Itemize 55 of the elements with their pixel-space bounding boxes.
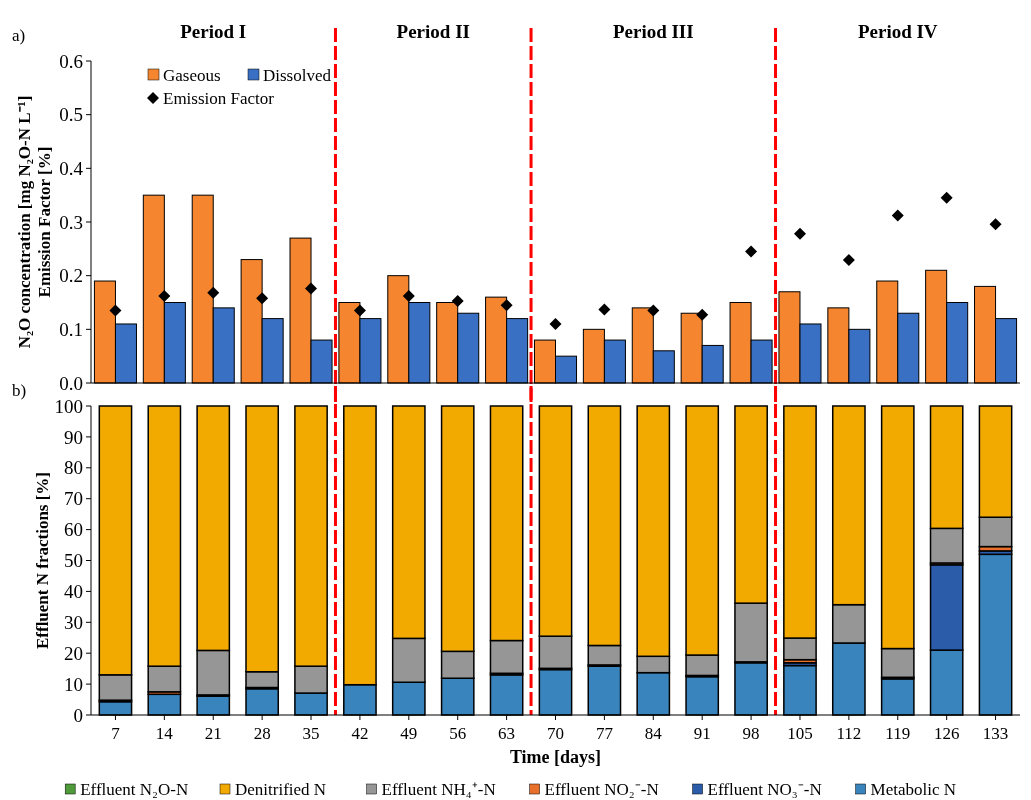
y-axis-title: N₂O concentration [mg N₂O-N L⁻¹] Emission Factor [%] xyxy=(15,95,54,349)
chart-title: b) xyxy=(12,381,27,400)
y-tick-label: 0 xyxy=(73,704,83,726)
x-tick-label: 7 xyxy=(111,724,121,743)
y-tick-label: 90 xyxy=(64,426,83,448)
x-tick-label: 105 xyxy=(787,724,813,743)
y-tick-label: 10 xyxy=(64,673,83,695)
x-tick-label: 63 xyxy=(498,724,516,743)
x-axis-title: Time [days] xyxy=(509,747,602,767)
legend-label: Effluent N₂O-N xyxy=(80,779,189,799)
x-tick-label: 133 xyxy=(982,724,1009,743)
y-tick-label: 0.2 xyxy=(59,265,83,287)
y-tick-label: 30 xyxy=(64,611,83,633)
x-tick-label: 112 xyxy=(836,724,862,743)
x-tick-label: 42 xyxy=(351,724,369,743)
legend-label: Effluent NH₄⁺-N xyxy=(381,779,496,799)
x-tick-label: 70 xyxy=(547,724,564,743)
y-tick-label: 40 xyxy=(64,581,83,603)
legend-label: Denitrified N xyxy=(235,779,327,799)
y-tick-label: 60 xyxy=(64,519,83,541)
x-tick-label: 35 xyxy=(302,724,320,743)
x-tick-label: 91 xyxy=(693,724,711,743)
x-tick-label: 21 xyxy=(204,724,222,743)
legend-label: Effluent NO₂⁻-N xyxy=(544,779,659,799)
text: Period IV xyxy=(857,21,938,42)
legend-label: Effluent NO₃⁻-N xyxy=(707,779,822,799)
x-tick-label: 119 xyxy=(885,724,911,743)
legend-label: Gaseous xyxy=(163,65,221,85)
y-tick-label: 0.1 xyxy=(59,318,83,340)
x-tick-label: 56 xyxy=(449,724,467,743)
y-axis-title: Effluent N fractions [%] xyxy=(33,471,52,650)
y-tick-label: 70 xyxy=(64,488,83,510)
y-tick-label: 0.4 xyxy=(59,157,84,179)
x-tick-label: 77 xyxy=(595,724,614,743)
y-tick-label: 0.0 xyxy=(59,372,83,394)
y-tick-label: 100 xyxy=(54,395,83,417)
y-tick-label: 0.6 xyxy=(59,50,83,72)
legend-label: Emission Factor xyxy=(163,88,275,108)
x-tick-label: 28 xyxy=(253,724,271,743)
chart-title: a) xyxy=(12,26,26,45)
legend-label: Metabolic N xyxy=(870,779,957,799)
x-tick-label: 14 xyxy=(155,724,174,743)
x-tick-label: 84 xyxy=(644,724,663,743)
y-tick-label: 0.3 xyxy=(59,211,83,233)
text: Period I xyxy=(180,21,247,42)
text: Period III xyxy=(612,21,694,42)
y-tick-label: 80 xyxy=(64,457,83,479)
x-tick-label: 98 xyxy=(742,724,760,743)
x-tick-label: 126 xyxy=(933,724,960,743)
y-tick-label: 0.5 xyxy=(59,104,83,126)
y-tick-label: 50 xyxy=(64,550,83,572)
x-tick-label: 49 xyxy=(400,724,418,743)
y-tick-label: 20 xyxy=(64,642,83,664)
legend-label: Dissolved xyxy=(263,65,332,85)
text: Period II xyxy=(396,21,470,42)
